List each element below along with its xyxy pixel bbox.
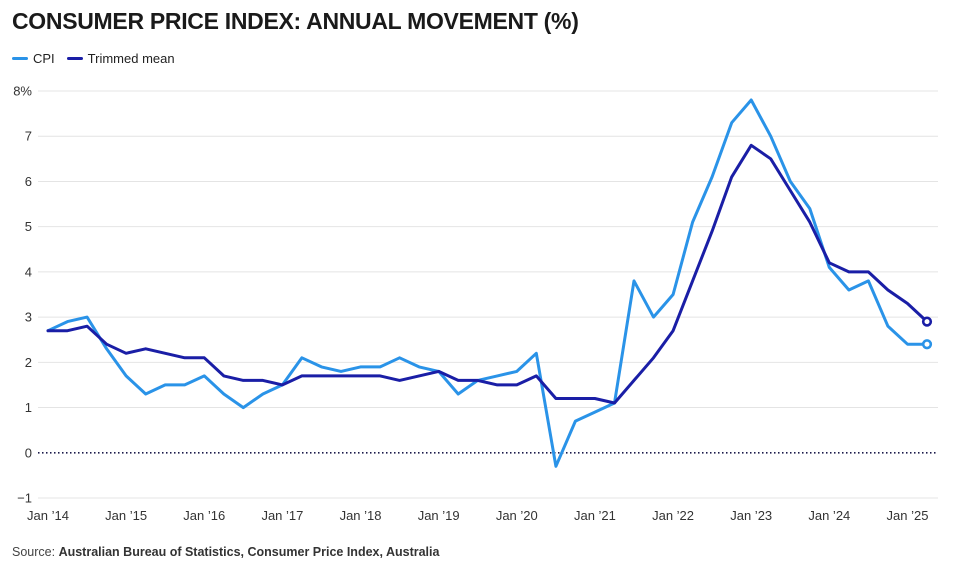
series-line-cpi — [46, 98, 929, 468]
x-tick-label: Jan ’19 — [418, 508, 460, 523]
x-tick-label: Jan ’18 — [340, 508, 382, 523]
legend-swatch-cpi — [12, 57, 28, 60]
y-tick-label: 2 — [25, 355, 32, 370]
y-tick-label: 6 — [25, 174, 32, 189]
x-tick-label: Jan ’21 — [574, 508, 616, 523]
x-tick-label: Jan ’25 — [887, 508, 929, 523]
x-tick-label: Jan ’22 — [652, 508, 694, 523]
x-tick-label: Jan ’16 — [183, 508, 225, 523]
y-tick-label: 1 — [25, 400, 32, 415]
x-tick-label: Jan ’24 — [808, 508, 850, 523]
x-tick-label: Jan ’17 — [261, 508, 303, 523]
x-tick-label: Jan ’23 — [730, 508, 772, 523]
y-tick-label: 7 — [25, 129, 32, 144]
y-tick-label: 3 — [25, 310, 32, 325]
end-marker-cpi — [921, 339, 933, 350]
x-tick-label: Jan ’20 — [496, 508, 538, 523]
y-tick-label: 8% — [13, 84, 32, 99]
y-tick-label: 0 — [25, 445, 32, 460]
chart-legend: CPI Trimmed mean — [12, 51, 187, 66]
legend-label-trimmed-mean: Trimmed mean — [87, 51, 175, 66]
chart-title: CONSUMER PRICE INDEX: ANNUAL MOVEMENT (%… — [12, 8, 579, 34]
source-text: Australian Bureau of Statistics, Consume… — [58, 545, 440, 559]
x-tick-label: Jan ’15 — [105, 508, 147, 523]
y-tick-label: 4 — [25, 264, 32, 279]
series-line-trimmed-mean — [46, 143, 929, 405]
legend-item-trimmed-mean: Trimmed mean — [66, 51, 175, 66]
end-marker-trimmed-mean — [921, 316, 933, 327]
legend-item-cpi: CPI — [12, 51, 55, 66]
y-tick-label: 5 — [25, 219, 32, 234]
source-prefix: Source: — [12, 545, 59, 559]
legend-swatch-trimmed-mean — [66, 57, 83, 60]
x-tick-label: Jan ’14 — [27, 508, 69, 523]
source-note: Source: Australian Bureau of Statistics,… — [12, 545, 439, 559]
y-tick-label: −1 — [17, 491, 32, 506]
legend-label-cpi: CPI — [33, 51, 55, 66]
